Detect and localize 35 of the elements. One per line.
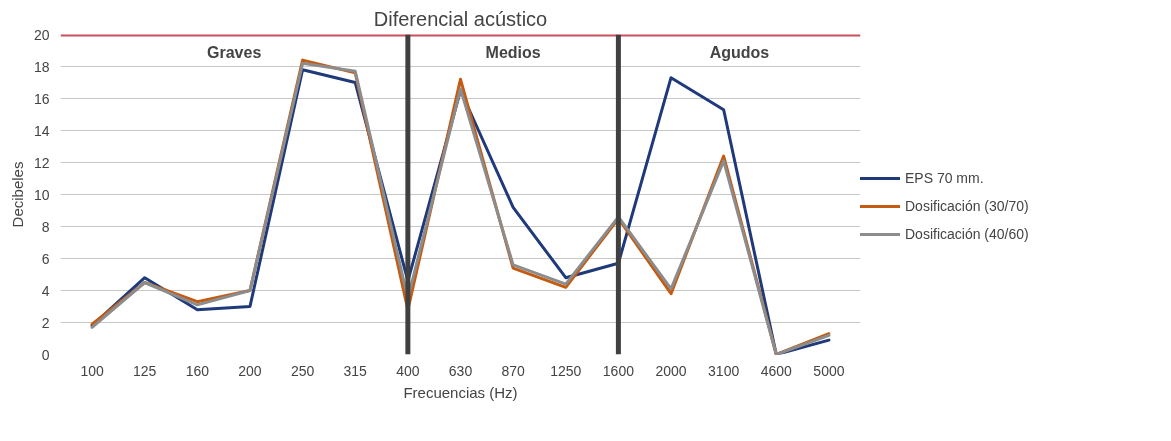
y-tick-label: 14: [33, 122, 50, 139]
x-tick-label: 2000: [655, 362, 687, 379]
legend-label: Dosificación (40/60): [905, 226, 1029, 242]
annotation: Medios: [485, 44, 541, 62]
x-tick-label: 5000: [813, 362, 845, 379]
x-tick-label: 200: [238, 362, 262, 379]
x-tick-label: 250: [290, 362, 315, 379]
y-tick-label: 16: [33, 90, 50, 107]
x-tick-label: 1600: [602, 362, 635, 379]
annotation: Agudos: [709, 44, 770, 62]
y-tick-label: 20: [33, 26, 50, 43]
x-tick-label: 630: [448, 362, 473, 379]
y-tick-label: 2: [41, 314, 50, 331]
x-tick-label: 100: [80, 362, 104, 379]
x-tick-label: 160: [185, 362, 210, 379]
x-tick-label: 870: [501, 362, 526, 379]
y-tick-label: 12: [33, 154, 50, 171]
legend-label: EPS 70 mm.: [905, 170, 984, 186]
x-tick-label: 1250: [550, 362, 582, 379]
x-tick-label: 3100: [708, 362, 740, 379]
x-tick-label: 400: [396, 362, 420, 379]
y-tick-label: 0: [41, 346, 50, 363]
legend-label: Dosificación (30/70): [905, 198, 1029, 214]
y-tick-label: 8: [41, 218, 50, 235]
y-tick-label: 18: [33, 58, 50, 75]
x-tick-label: 4600: [760, 362, 793, 379]
x-axis-title: Frecuencias (Hz): [403, 383, 518, 401]
chart-title: Diferencial acústico: [373, 7, 548, 30]
annotation: Graves: [207, 44, 262, 62]
x-tick-label: 315: [343, 362, 368, 379]
y-tick-label: 4: [41, 282, 50, 299]
y-tick-label: 10: [33, 186, 50, 203]
y-axis-title: Decibeles: [8, 161, 26, 228]
x-tick-label: 125: [133, 362, 157, 379]
y-tick-label: 6: [41, 250, 50, 267]
